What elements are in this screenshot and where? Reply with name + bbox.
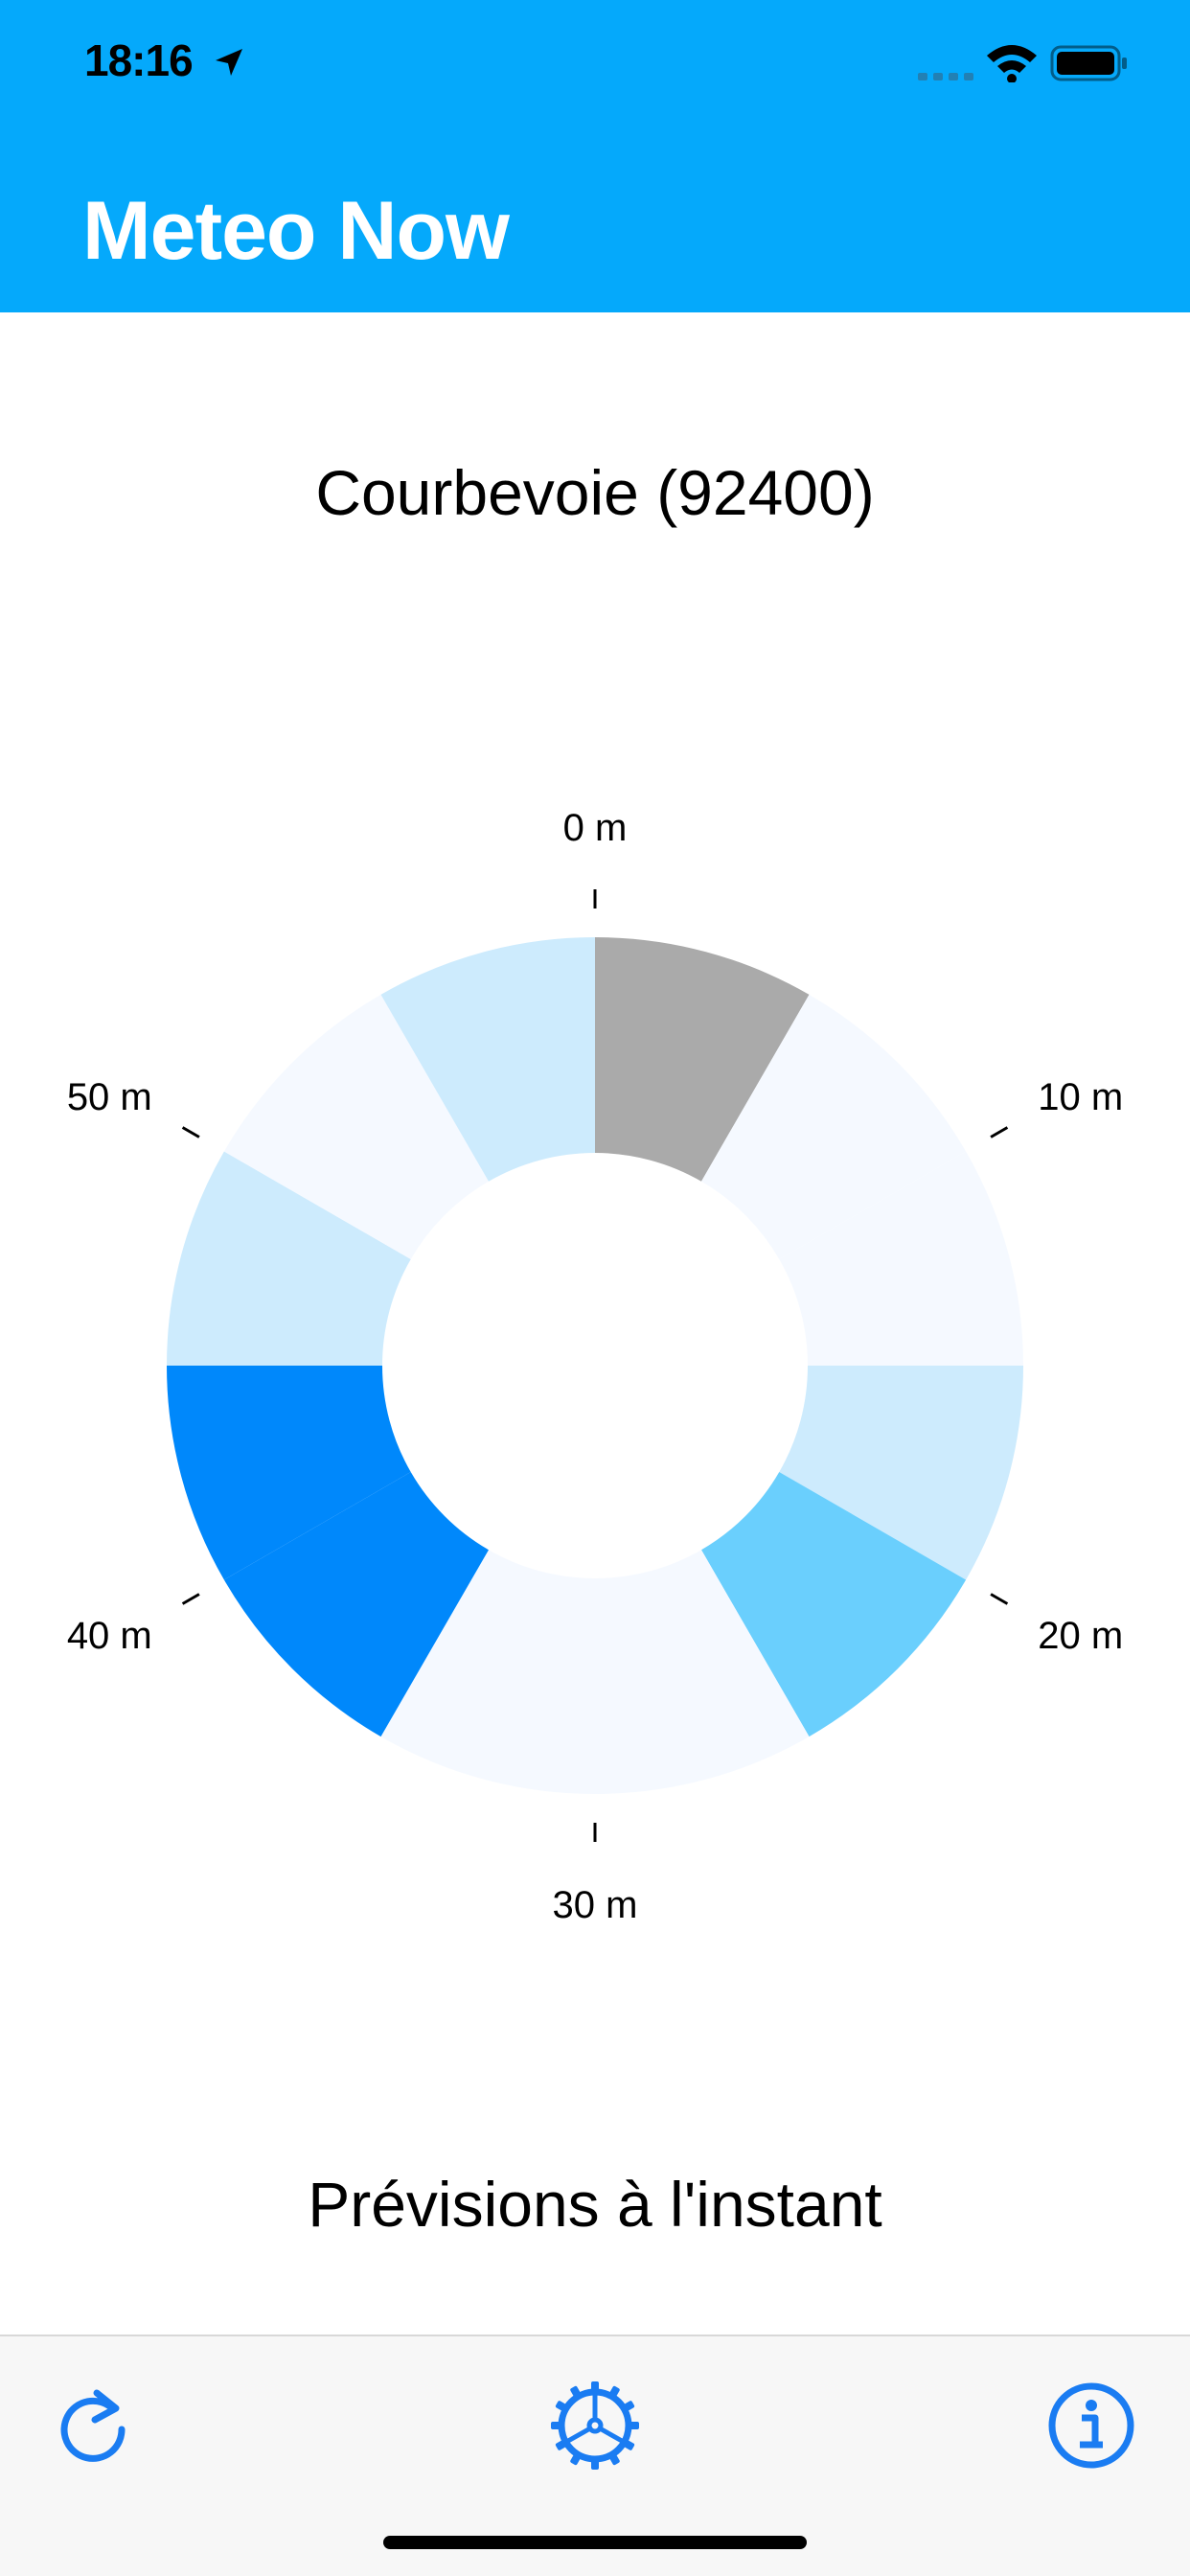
tick-label: 40 m xyxy=(67,1615,152,1657)
status-time: 18:16 xyxy=(84,35,194,85)
location-arrow-icon xyxy=(216,49,242,76)
tick-label: 30 m xyxy=(553,1884,638,1926)
donut-segment-10m xyxy=(779,1151,1023,1366)
donut-segment-45m xyxy=(167,1151,411,1366)
refresh-button[interactable] xyxy=(40,2373,146,2478)
home-indicator xyxy=(383,2536,807,2549)
refresh-icon xyxy=(60,2389,126,2462)
donut-segment-15m xyxy=(779,1366,1023,1580)
location-title: Courbevoie (92400) xyxy=(315,457,875,528)
tick-label: 10 m xyxy=(1038,1076,1123,1118)
navigation-bar: Meteo Now xyxy=(0,125,1190,312)
axis-tick-5 xyxy=(181,1126,200,1138)
axis-tick-2 xyxy=(990,1593,1009,1605)
cellular-signal-icon xyxy=(918,73,973,80)
battery-icon xyxy=(1050,45,1127,81)
donut-segment-20m xyxy=(701,1472,967,1737)
donut-segment-25m xyxy=(595,1550,810,1794)
info-button[interactable] xyxy=(1039,2373,1144,2478)
info-icon xyxy=(1048,2382,1134,2469)
settings-button[interactable] xyxy=(542,2373,648,2478)
wifi-icon xyxy=(987,45,1037,82)
donut-segment-30m xyxy=(380,1550,595,1794)
status-bar: 18:16 xyxy=(0,0,1190,125)
forecast-section-title: Prévisions à l'instant xyxy=(308,2169,882,2240)
axis-tick-4 xyxy=(181,1593,200,1605)
app-title: Meteo Now xyxy=(82,185,510,277)
tick-label: 50 m xyxy=(67,1076,152,1118)
precipitation-donut-chart: 0 m 10 m 20 m 30 m 40 m 50 m xyxy=(67,807,1123,1926)
axis-tick-1 xyxy=(990,1126,1009,1138)
donut-segment-0m xyxy=(595,937,810,1182)
donut-segment-55m xyxy=(380,937,595,1182)
tick-label: 20 m xyxy=(1038,1615,1123,1657)
donut-segment-40m xyxy=(167,1366,411,1580)
donut-segment-50m xyxy=(223,994,489,1259)
donut-segment-35m xyxy=(223,1472,489,1737)
donut-segment-5m xyxy=(701,994,967,1259)
tick-label: 0 m xyxy=(563,807,628,849)
gear-icon xyxy=(551,2381,639,2470)
